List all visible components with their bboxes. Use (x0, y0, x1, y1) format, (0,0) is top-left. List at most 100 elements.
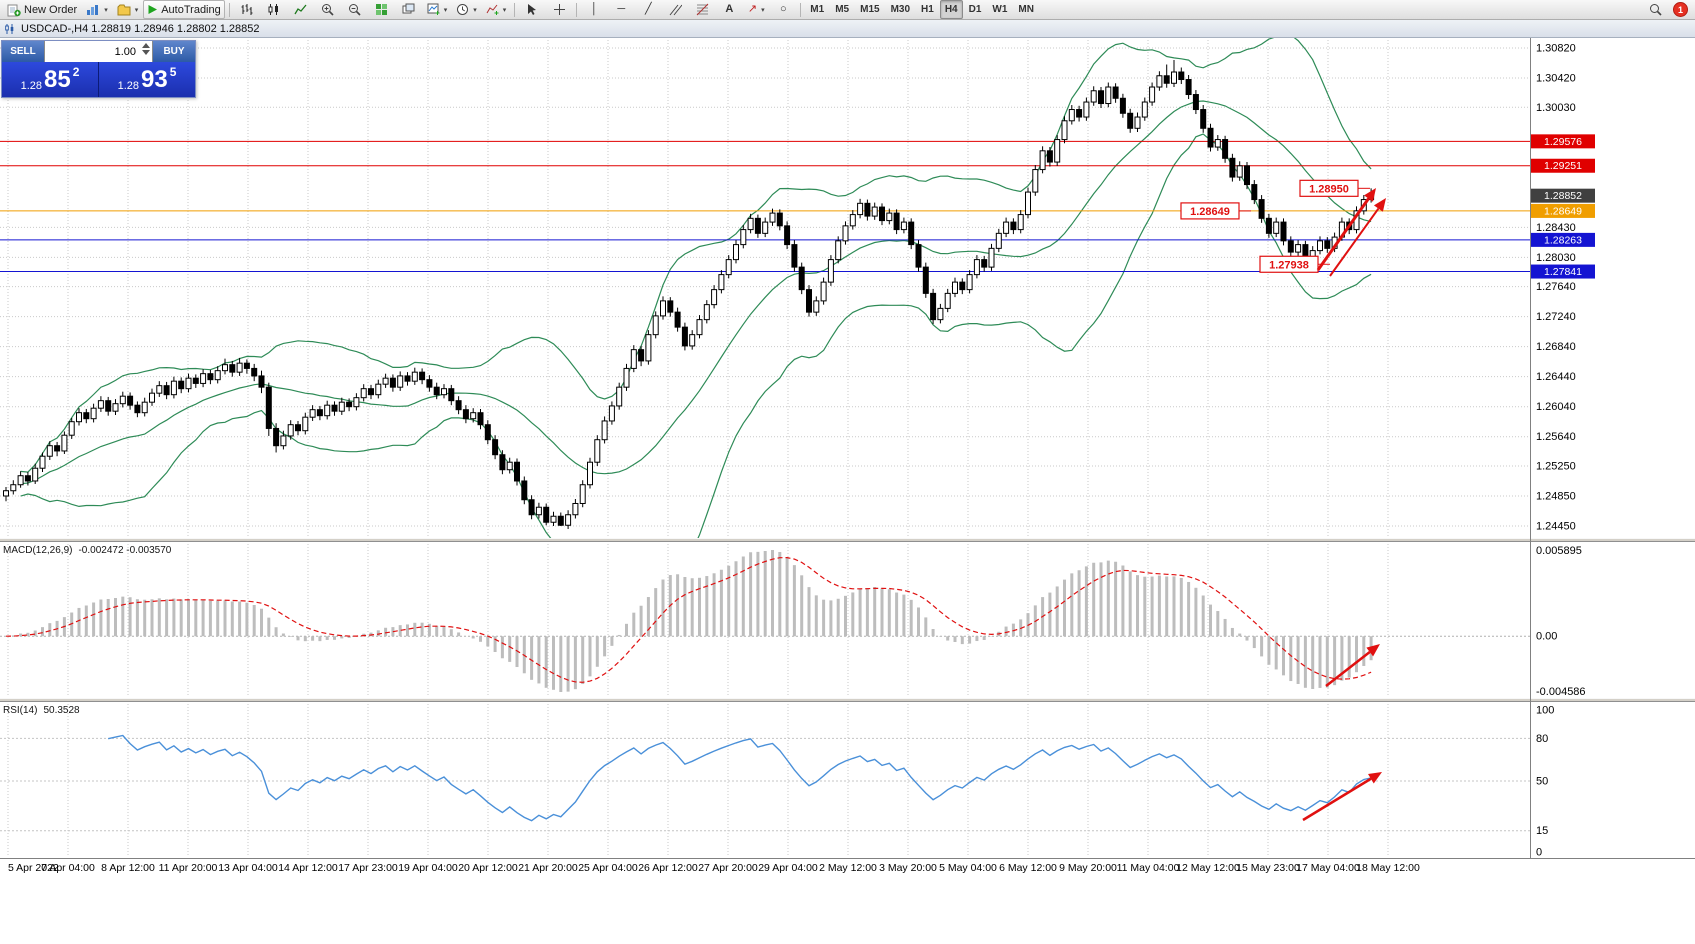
bid-price[interactable]: 1.28 85 2 (2, 62, 98, 97)
macd-label: MACD(12,26,9) -0.002472 -0.003570 (3, 545, 171, 556)
indicators-button[interactable]: ▾ (482, 0, 511, 19)
chevron-down-icon: ▾ (761, 6, 765, 14)
timeframe-mn[interactable]: MN (1018, 4, 1034, 15)
sell-button[interactable]: SELL (2, 41, 44, 62)
line-chart-button[interactable] (288, 0, 314, 19)
ask-price[interactable]: 1.28 93 5 (99, 62, 195, 97)
tile-windows-button[interactable] (369, 0, 395, 19)
cursor-button[interactable] (519, 0, 545, 19)
volume-box (44, 41, 153, 62)
zoom-in-button[interactable] (315, 0, 341, 19)
charts-icon (87, 5, 99, 15)
tile-windows-icon (376, 4, 388, 15)
one-click-trading-panel: SELL BUY 1.28 85 2 1.28 93 5 (1, 40, 196, 98)
cascade-windows-button[interactable] (396, 0, 422, 19)
svg-text:1.28950: 1.28950 (1309, 183, 1349, 195)
trendline-tool-button[interactable]: ╱ (635, 0, 661, 19)
periods-button[interactable]: ▾ (452, 0, 481, 19)
svg-text:1.29251: 1.29251 (1544, 160, 1582, 172)
chart-window-icon (5, 23, 14, 34)
svg-text:21 Apr 20:00: 21 Apr 20:00 (518, 862, 578, 874)
timeframe-m5[interactable]: M5 (835, 4, 850, 15)
search-button[interactable] (1642, 0, 1668, 19)
chart-title: USDCAD-,H4 1.28819 1.28946 1.28802 1.288… (21, 22, 260, 35)
svg-text:1.28430: 1.28430 (1536, 222, 1576, 234)
vertical-line-icon: │ (590, 3, 598, 15)
ask-big-digits: 93 (141, 65, 168, 93)
bar-chart-button[interactable] (234, 0, 260, 19)
svg-text:25 Apr 04:00: 25 Apr 04:00 (578, 862, 638, 874)
horizontal-line-tool-button[interactable]: ─ (608, 0, 634, 19)
svg-text:1.27640: 1.27640 (1536, 281, 1576, 293)
fibonacci-tool-button[interactable] (689, 0, 715, 19)
annotations: 1.28950 1.28649 1.27938 (1180, 179, 1386, 822)
crosshair-button[interactable] (546, 0, 572, 19)
text-tool-button[interactable]: A (716, 0, 742, 19)
timeframe-w1[interactable]: W1 (992, 4, 1008, 15)
svg-text:15 May 23:00: 15 May 23:00 (1236, 862, 1300, 874)
svg-text:1.30420: 1.30420 (1536, 73, 1576, 85)
svg-text:2 May 12:00: 2 May 12:00 (819, 862, 877, 874)
autotrading-button[interactable]: AutoTrading (143, 0, 225, 19)
grid (0, 40, 1530, 856)
notification-badge[interactable]: 1 (1673, 2, 1688, 17)
zoom-out-button[interactable] (342, 0, 368, 19)
svg-text:17 May 04:00: 17 May 04:00 (1296, 862, 1360, 874)
bollinger-bands (20, 38, 1372, 538)
fibonacci-icon (696, 3, 709, 16)
arrows-tool-button[interactable]: ↗ ▾ (743, 0, 769, 19)
toolbar-separator (576, 2, 578, 17)
vertical-line-tool-button[interactable]: │ (581, 0, 607, 19)
horizontal-line-icon: ─ (617, 3, 626, 15)
spinner-down-icon[interactable] (142, 50, 150, 55)
volume-spinner[interactable] (142, 43, 150, 55)
new-chart-icon (427, 3, 440, 15)
buy-button[interactable]: BUY (153, 41, 195, 62)
new-chart-button[interactable]: ▾ (423, 0, 452, 19)
bar-chart-icon (241, 4, 253, 15)
chart-canvas[interactable]: 1.30820 1.30420 1.30030 1.28430 1.28030 1.276… (0, 38, 1695, 944)
spinner-up-icon[interactable] (142, 43, 150, 48)
svg-text:-0.004586: -0.004586 (1536, 686, 1586, 698)
indicators-icon (486, 4, 499, 15)
main-toolbar: New Order ▾ ▾ AutoTrading (0, 0, 1695, 20)
svg-text:27 Apr 20:00: 27 Apr 20:00 (698, 862, 758, 874)
svg-text:15: 15 (1536, 825, 1548, 837)
svg-text:1.29576: 1.29576 (1544, 136, 1582, 148)
charts-button[interactable]: ▾ (82, 0, 112, 19)
svg-text:1.28649: 1.28649 (1544, 205, 1582, 217)
channel-tool-button[interactable] (662, 0, 688, 19)
timeframe-m1[interactable]: M1 (810, 4, 825, 15)
svg-text:100: 100 (1536, 705, 1554, 717)
profiles-button[interactable]: ▾ (113, 0, 143, 19)
cursor-icon (528, 4, 537, 15)
rsi-label: RSI(14) 50.3528 (3, 705, 80, 716)
chart-graphics: 1.30820 1.30420 1.30030 1.28430 1.28030 1.276… (0, 38, 1695, 874)
rsi-value: 50.3528 (43, 705, 80, 716)
volume-input[interactable] (45, 41, 152, 62)
timeframe-d1[interactable]: D1 (968, 4, 982, 15)
timeframe-h4[interactable]: H4 (939, 0, 963, 19)
zoom-out-icon (349, 4, 361, 16)
macd-values: -0.002472 -0.003570 (78, 545, 172, 556)
candlestick-chart-button[interactable] (261, 0, 287, 19)
svg-text:1.26040: 1.26040 (1536, 401, 1576, 413)
macd-pane: 0.005895 0.00 -0.004586 (0, 545, 1586, 698)
svg-text:14 Apr 12:00: 14 Apr 12:00 (278, 862, 338, 874)
new-order-button[interactable]: New Order (3, 0, 81, 19)
search-icon (1649, 4, 1662, 16)
svg-text:1.28649: 1.28649 (1190, 206, 1230, 218)
trendline-icon: ╱ (644, 3, 652, 15)
ask-prefix: 1.28 (117, 80, 140, 92)
shapes-tool-button[interactable]: ○ (770, 0, 796, 19)
rsi-pane: 100 80 50 15 0 (0, 705, 1554, 859)
timeframe-m30[interactable]: M30 (890, 4, 911, 15)
toolbar-separator (514, 2, 516, 17)
bid-prefix: 1.28 (20, 80, 43, 92)
price-axis: 1.30820 1.30420 1.30030 1.28430 1.28030 1.276… (0, 38, 1695, 859)
timeframe-m15[interactable]: M15 (860, 4, 880, 15)
toolbar-separator (228, 2, 230, 17)
chevron-down-icon: ▾ (134, 6, 139, 14)
timeframe-h1[interactable]: H1 (921, 4, 934, 15)
